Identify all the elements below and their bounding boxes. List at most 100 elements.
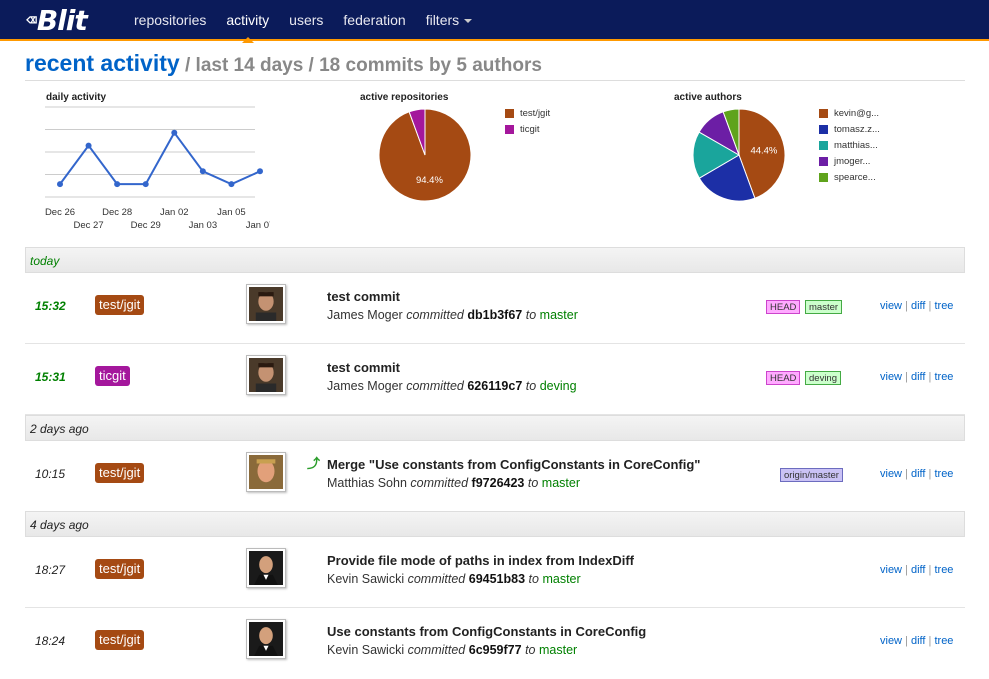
ref-branch-badge[interactable]: master: [805, 300, 843, 314]
commit-message[interactable]: test commit: [327, 360, 400, 375]
ref-head-badge[interactable]: HEAD: [766, 371, 801, 385]
commit-branch[interactable]: master: [538, 643, 578, 657]
day-header-today: today: [25, 247, 965, 273]
view-link[interactable]: view: [880, 635, 903, 647]
nav-repositories[interactable]: repositories: [134, 12, 207, 28]
avatar[interactable]: [246, 619, 286, 659]
commit-hash[interactable]: 626119c7: [467, 379, 523, 393]
data-point: [57, 181, 63, 188]
app-logo[interactable]: ⌫ Blit: [26, 4, 88, 37]
view-link[interactable]: view: [880, 468, 903, 480]
tree-link[interactable]: tree: [934, 371, 954, 383]
legend-swatch: [819, 172, 828, 182]
diff-link[interactable]: diff: [911, 635, 926, 647]
repo-badge[interactable]: test/jgit: [95, 295, 145, 315]
link-separator: |: [925, 635, 935, 647]
commit-message[interactable]: test commit: [327, 289, 400, 304]
x-tick-label: Dec 26: [45, 207, 75, 218]
diff-link[interactable]: diff: [911, 371, 926, 383]
data-point: [257, 168, 263, 175]
commit-verb: committed: [407, 572, 466, 586]
link-separator: |: [925, 564, 935, 576]
commit-branch[interactable]: master: [539, 308, 578, 322]
commit-hash[interactable]: 69451b83: [468, 572, 526, 586]
diff-link[interactable]: diff: [911, 300, 926, 312]
legend-swatch: [819, 140, 828, 150]
repo-badge[interactable]: test/jgit: [95, 559, 145, 579]
ref-head-badge[interactable]: HEAD: [766, 300, 801, 314]
legend-label: spearce...: [834, 171, 876, 183]
legend-label: kevin@g...: [834, 107, 880, 119]
link-separator: |: [925, 300, 935, 312]
avatar[interactable]: [246, 355, 286, 395]
nav-federation[interactable]: federation: [343, 12, 406, 28]
commit-branch[interactable]: master: [542, 572, 581, 586]
commit-hash[interactable]: db1b3f67: [467, 308, 523, 322]
nav-activity[interactable]: activity: [216, 0, 279, 43]
legend-swatch: [819, 108, 828, 118]
legend-label: ticgit: [520, 123, 540, 135]
commit-author[interactable]: Kevin Sawicki: [327, 572, 405, 586]
commit-row: 18:24 test/jgit Use constants from Confi…: [25, 608, 965, 679]
repo-badge[interactable]: ticgit: [95, 366, 130, 386]
commit-hash[interactable]: 6c959f77: [468, 643, 522, 657]
nav-filters[interactable]: filters: [416, 0, 482, 41]
commit-message[interactable]: Use constants from ConfigConstants in Co…: [327, 624, 647, 639]
logo-icon: ⌫: [26, 9, 37, 31]
series-line: [59, 130, 261, 186]
commit-to: to: [525, 308, 537, 322]
commit-author[interactable]: James Moger: [327, 308, 403, 322]
view-link[interactable]: view: [880, 564, 903, 576]
commit-author[interactable]: Matthias Sohn: [327, 476, 407, 490]
view-link[interactable]: view: [880, 371, 903, 383]
tree-link[interactable]: tree: [934, 300, 954, 312]
active-authors-chart: 44.4%: [692, 108, 786, 202]
commit-meta: Kevin Sawicki committed 69451b83 to mast…: [327, 572, 581, 586]
tree-link[interactable]: tree: [934, 468, 954, 480]
commit-to: to: [528, 572, 539, 586]
nav-users[interactable]: users: [289, 12, 324, 28]
top-navbar: ⌫ Blit repositories activity users feder…: [0, 0, 989, 43]
avatar[interactable]: [246, 452, 286, 492]
avatar[interactable]: [246, 548, 286, 588]
legend-swatch: [505, 124, 514, 134]
commit-row: 18:27 test/jgit Provide file mode of pat…: [25, 537, 965, 608]
ref-remote-badge[interactable]: origin/master: [780, 468, 843, 482]
avatar[interactable]: [246, 284, 286, 324]
x-tick-label: Jan 02: [160, 207, 189, 218]
link-separator: |: [902, 564, 911, 576]
link-separator: |: [925, 468, 935, 480]
commit-author[interactable]: James Moger: [327, 379, 403, 393]
avatar-james-icon: [249, 287, 283, 321]
row-links: view | diff | tree: [880, 564, 953, 576]
merge-icon: ⤴: [307, 456, 321, 471]
commit-to: to: [525, 643, 536, 657]
page-subtitle: / last 14 days / 18 commits by 5 authors: [179, 55, 542, 76]
commit-verb: committed: [406, 379, 464, 393]
data-point: [114, 181, 121, 188]
ref-branch-badge[interactable]: deving: [805, 371, 841, 385]
commit-hash[interactable]: f9726423: [471, 476, 525, 490]
legend-label: jmoger...: [834, 155, 871, 167]
tree-link[interactable]: tree: [934, 564, 954, 576]
pie-slice: [698, 154, 756, 202]
commit-meta: Kevin Sawicki committed 6c959f77 to mast…: [327, 643, 577, 657]
commit-branch[interactable]: deving: [539, 379, 577, 393]
commit-author[interactable]: Kevin Sawicki: [327, 643, 405, 657]
view-link[interactable]: view: [880, 300, 903, 312]
commit-message[interactable]: Merge "Use constants from ConfigConstant…: [327, 457, 701, 472]
main-nav: repositories activity users federation f…: [124, 0, 482, 43]
tree-link[interactable]: tree: [934, 635, 954, 647]
commit-message[interactable]: Provide file mode of paths in index from…: [327, 553, 634, 568]
x-tick-label: Dec 29: [131, 220, 161, 231]
commit-branch[interactable]: master: [541, 476, 580, 490]
data-point: [142, 181, 149, 188]
legend-item: kevin@g...: [819, 105, 880, 121]
page-header: recent activity / last 14 days / 18 comm…: [25, 50, 965, 81]
repo-badge[interactable]: test/jgit: [95, 630, 145, 650]
diff-link[interactable]: diff: [911, 564, 926, 576]
diff-link[interactable]: diff: [911, 468, 926, 480]
x-tick-label: Jan 07: [246, 220, 270, 231]
active-authors-title: active authors: [674, 92, 742, 103]
repo-badge[interactable]: test/jgit: [95, 463, 145, 483]
